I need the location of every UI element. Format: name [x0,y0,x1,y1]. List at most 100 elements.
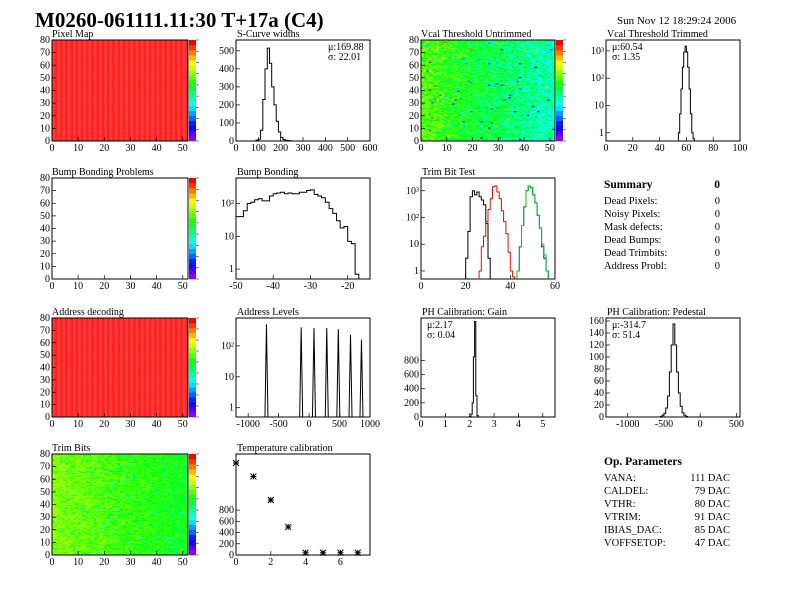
heatmap-cell [174,60,178,62]
heatmap-cell [439,89,442,91]
heatmap-cell [54,76,58,79]
heatmap-cell [182,51,186,53]
heatmap-cell [88,80,92,82]
heatmap-cell [138,122,142,124]
heatmap-cell [120,53,123,56]
heatmap-cell [125,63,129,66]
heatmap-cell [154,87,157,90]
heatmap-cell [439,77,442,80]
heatmap-cell [169,125,173,128]
heatmap-cell [180,105,184,108]
heatmap-cell [93,71,97,74]
heatmap-cell [78,79,82,81]
heatmap-cell [57,96,61,99]
heatmap-cell [154,41,157,43]
heatmap-cell [433,71,437,74]
heatmap-cell [57,77,61,80]
x-tick-label: 600 [363,143,378,154]
heatmap-cell [96,51,100,53]
heatmap-cell [93,109,97,111]
heatmap-cell [151,122,155,124]
heatmap-cell [109,51,113,53]
heatmap-cell [99,79,102,81]
heatmap-cell [154,74,157,76]
heatmap-cell [172,53,176,56]
heatmap-cell [167,118,170,120]
heatmap-cell [140,124,144,127]
heatmap-cell [182,52,186,55]
heatmap-cell [65,109,68,111]
heatmap-cell [426,47,430,50]
heatmap-cell [431,103,435,105]
heatmap-cell [180,57,184,60]
heatmap-cell [133,132,136,134]
heatmap-cell [86,135,89,138]
heatmap-cell [93,125,97,128]
heatmap-cell [122,128,126,130]
heatmap-cell [91,111,95,114]
heatmap-cell [99,133,102,135]
heatmap-cell [65,124,68,127]
heatmap-cell [159,129,163,132]
heatmap-cell [180,40,184,42]
heatmap-cell [159,50,163,52]
heatmap-cell [164,55,168,57]
heatmap-cell [67,50,71,52]
heatmap-cell [431,45,435,47]
heatmap-cell [143,113,147,115]
heatmap-cell [177,137,181,139]
heatmap-cell [169,117,173,119]
heatmap-cell [182,45,186,47]
heatmap-cell [156,56,160,58]
heatmap-cell [151,134,155,137]
heatmap-cell [86,82,89,85]
heatmap-cell [182,129,186,132]
heatmap-cell [101,124,105,127]
y-tick-label: 20 [40,111,50,122]
heatmap-cell [65,101,68,104]
heatmap-cell [91,48,95,51]
heatmap-cell [431,125,435,128]
heatmap-cell [83,86,87,89]
heatmap-cell [161,87,165,90]
heatmap-cell [54,138,58,141]
heatmap-cell [70,118,74,120]
heatmap-cell [151,69,155,71]
heatmap-cell [439,129,442,132]
heatmap-cell [439,42,442,45]
heatmap-cell [120,110,123,113]
heatmap-cell [101,106,105,109]
heatmap-cell [99,106,102,109]
heatmap-cell [70,42,74,45]
heatmap-cell [83,75,87,77]
heatmap-cell [172,47,176,50]
heatmap-cell [138,98,142,100]
heatmap-cell [439,123,442,125]
heatmap-cell [441,62,445,65]
heatmap-cell [106,95,110,98]
heatmap-cell [130,60,134,62]
heatmap-cell [444,127,448,129]
heatmap-cell [109,101,113,104]
heatmap-cell [114,105,118,108]
heatmap-cell [423,85,427,88]
heatmap-cell [148,86,152,89]
heatmap-cell [78,72,82,75]
heatmap-cell [436,96,440,99]
heatmap-cell [67,67,71,70]
heatmap-cell [93,132,97,134]
heatmap-cell [83,117,87,119]
heatmap-cell [70,123,74,125]
heatmap-cell [148,71,152,74]
page-title: M0260-061111.11:30 T+17a (C4) [35,8,324,32]
heatmap-cell [146,81,150,84]
heatmap-cell [125,50,129,52]
heatmap-cell [104,122,108,124]
heatmap-cell [444,119,448,122]
heatmap-cell [130,91,134,94]
heatmap-cell [133,50,136,52]
heatmap-cell [72,56,76,58]
heatmap-cell [109,50,113,52]
heatmap-cell [138,125,142,128]
heatmap-cell [96,46,100,48]
